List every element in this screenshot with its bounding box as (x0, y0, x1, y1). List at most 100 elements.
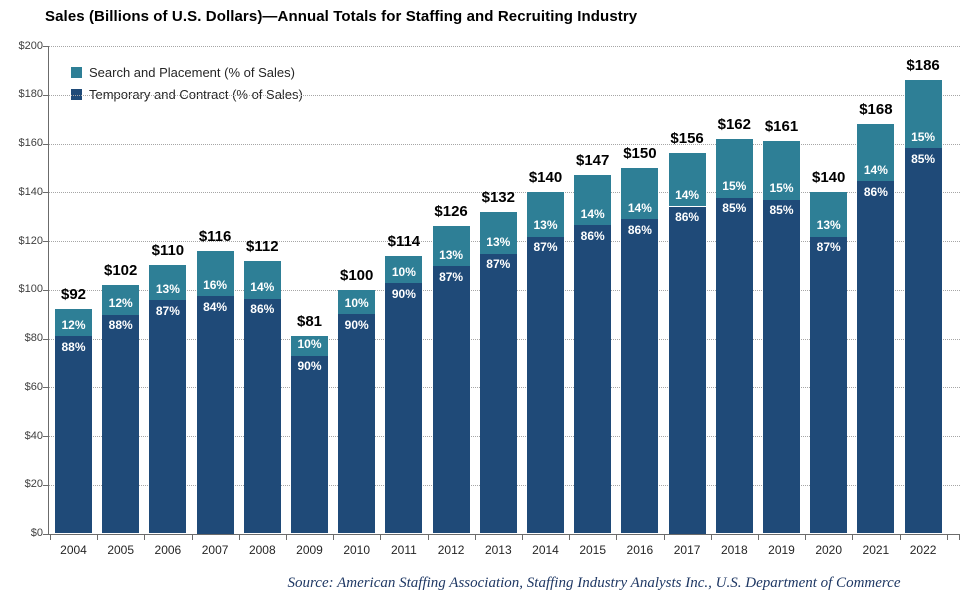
bar-search-pct-label-2012: 13% (439, 247, 464, 262)
bar-segment-search-2006 (149, 265, 187, 301)
x-axis-label-2021: 2021 (862, 543, 890, 557)
bar-temp-pct-label-2020: 87% (816, 240, 841, 255)
bar-search-pct-label-2004: 12% (61, 317, 86, 332)
bar-segment-temporary-2021 (857, 181, 895, 534)
x-axis-tick (663, 534, 665, 540)
bar-segment-search-2017 (668, 153, 706, 207)
bar-temp-pct-label-2017: 86% (675, 210, 700, 224)
bar-segment-search-2004 (55, 309, 92, 337)
bar-segment-temporary-2004 (55, 336, 92, 534)
x-axis-line (48, 533, 960, 535)
x-axis-label-2012: 2012 (437, 543, 465, 557)
x-axis-tick (757, 534, 759, 540)
y-axis-tick-label: $180 (18, 88, 43, 101)
y-axis-tick-label: $0 (30, 527, 43, 539)
bar-temp-pct-label-2019: 85% (769, 203, 794, 218)
bar-temp-pct-label-2008: 86% (250, 302, 275, 317)
bar-segment-search-2014 (527, 192, 564, 237)
legend-item-temporary-and-contract: Temporary and Contract (% of Sales) (71, 83, 303, 105)
y-axis-tick-label: $80 (24, 332, 43, 344)
x-axis-label-2005: 2005 (107, 543, 135, 557)
gridline-180 (48, 94, 960, 96)
y-axis-tick (43, 436, 48, 437)
gridline-140 (48, 192, 960, 194)
bar-temp-pct-label-2012: 87% (439, 269, 464, 284)
bar-segment-search-2020 (810, 192, 848, 237)
bar-temp-pct-label-2011: 90% (391, 286, 416, 301)
bar-temp-pct-label-2022: 85% (911, 151, 936, 166)
legend-swatch-search-icon (71, 66, 82, 78)
bar-segment-temporary-2018 (715, 197, 753, 534)
x-axis-tick (144, 534, 146, 540)
bar-search-pct-label-2005: 12% (108, 296, 133, 311)
bar-search-pct-label-2008: 14% (250, 280, 275, 295)
bar-total-label-2008: $112 (246, 237, 279, 255)
bar-search-pct-label-2021: 14% (863, 162, 888, 177)
legend-item-search-and-placement: Search and Placement (% of Sales) (71, 61, 303, 83)
bar-segment-search-2021 (857, 124, 895, 182)
bar-temp-pct-label-2016: 86% (627, 222, 652, 237)
x-axis-tick (959, 534, 960, 540)
legend-swatch-temporary-icon (71, 88, 82, 100)
x-axis-tick (238, 534, 240, 540)
bar-segment-temporary-2022 (904, 148, 942, 534)
bar-temp-pct-label-2009: 90% (297, 359, 322, 374)
bar-search-pct-label-2019: 15% (769, 181, 794, 196)
gridline-200 (48, 46, 960, 47)
bar-segment-search-2019 (763, 141, 800, 200)
x-axis-tick (333, 534, 335, 540)
bar-segment-temporary-2013 (479, 253, 517, 534)
x-axis-tick (805, 534, 807, 540)
bar-segment-temporary-2020 (810, 236, 848, 534)
x-axis-tick (380, 534, 382, 540)
bar-total-label-2017: $156 (670, 130, 704, 148)
bar-segment-search-2010 (338, 289, 376, 315)
bar-temp-pct-label-2007: 84% (203, 299, 228, 314)
bar-segment-search-2009 (291, 336, 328, 356)
bar-segment-temporary-2005 (102, 314, 140, 534)
y-axis-tick-label: $100 (18, 283, 43, 296)
bar-segment-search-2011 (385, 255, 423, 284)
x-axis-label-2010: 2010 (343, 543, 371, 557)
x-axis-label-2014: 2014 (532, 543, 559, 557)
bar-search-pct-label-2017: 14% (675, 188, 700, 202)
x-axis-tick (521, 534, 523, 540)
x-axis-label-2016: 2016 (626, 543, 654, 557)
bar-search-pct-label-2010: 10% (344, 295, 369, 310)
legend: Search and Placement (% of Sales) Tempor… (71, 61, 303, 105)
legend-label-search: Search and Placement (% of Sales) (89, 64, 295, 80)
bar-total-label-2011: $114 (387, 232, 421, 250)
bar-temp-pct-label-2004: 88% (61, 339, 86, 354)
bar-segment-search-2007 (196, 250, 234, 296)
bar-total-label-2021: $168 (859, 101, 893, 118)
gridline-160 (48, 143, 960, 145)
bar-search-pct-label-2022: 15% (911, 129, 936, 144)
y-axis-tick-label: $120 (18, 234, 43, 247)
bar-segment-search-2022 (904, 80, 942, 149)
bar-segment-temporary-2017 (668, 206, 706, 534)
x-axis-label-2019: 2019 (768, 543, 795, 557)
y-axis-line (48, 46, 49, 534)
bar-total-label-2016: $150 (623, 144, 657, 162)
bar-search-pct-label-2020: 13% (816, 218, 841, 233)
bar-segment-search-2016 (621, 167, 659, 220)
bar-segment-temporary-2019 (763, 199, 800, 534)
bar-segment-temporary-2011 (385, 283, 423, 534)
x-axis-label-2008: 2008 (248, 543, 276, 557)
x-axis-label-2013: 2013 (484, 543, 512, 557)
y-axis-tick (43, 484, 48, 486)
bar-segment-temporary-2006 (149, 300, 187, 534)
bar-segment-temporary-2010 (338, 314, 376, 534)
y-axis-tick-label: $20 (24, 478, 43, 491)
bar-total-label-2007: $116 (198, 227, 232, 245)
x-axis-label-2009: 2009 (296, 543, 323, 557)
y-axis-tick (43, 387, 48, 389)
y-axis-tick-label: $200 (18, 39, 43, 52)
x-axis-label-2004: 2004 (60, 543, 87, 557)
bar-total-label-2009: $81 (296, 313, 323, 331)
x-axis-tick (710, 534, 712, 540)
bar-search-pct-label-2014: 13% (533, 218, 558, 233)
y-axis-tick (43, 94, 48, 96)
bar-temp-pct-label-2014: 87% (533, 240, 558, 255)
y-axis-tick (43, 46, 48, 47)
